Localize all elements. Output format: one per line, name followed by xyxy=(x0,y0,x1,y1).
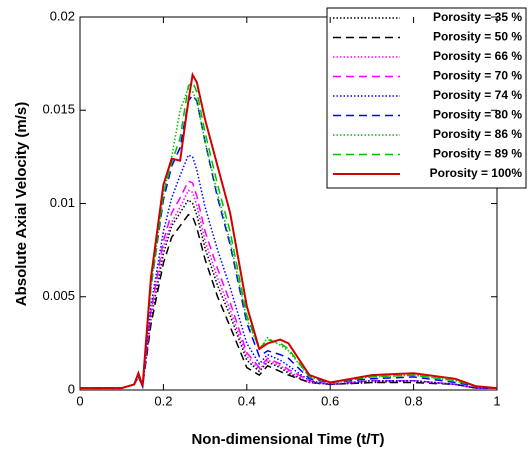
x-tick-label: 1 xyxy=(493,393,500,408)
x-tick-label: 0 xyxy=(76,393,83,408)
legend-label: Porosity = 35 % xyxy=(433,10,522,24)
y-tick-label: 0.005 xyxy=(42,288,75,303)
legend-label: Porosity = 66 % xyxy=(433,49,522,63)
series-line xyxy=(80,71,498,390)
legend-label: Porosity = 80 % xyxy=(433,108,522,122)
legend-label: Porosity = 50 % xyxy=(433,30,522,44)
x-tick-label: 0.6 xyxy=(321,393,339,408)
y-tick-label: 0.015 xyxy=(42,102,75,117)
x-tick-label: 0.2 xyxy=(154,393,172,408)
x-tick-label: 0.4 xyxy=(238,393,256,408)
legend-label: Porosity = 100% xyxy=(430,166,523,180)
legend-label: Porosity = 89 % xyxy=(433,147,522,161)
series-line xyxy=(80,153,497,390)
y-tick-label: 0.01 xyxy=(50,195,75,210)
legend-label: Porosity = 86 % xyxy=(433,127,522,141)
x-axis-label: Non-dimensional Time (t/T) xyxy=(191,431,384,448)
legend-label: Porosity = 74 % xyxy=(433,88,522,102)
y-tick-label: 0 xyxy=(68,381,75,396)
x-tick-label: 0.8 xyxy=(405,393,423,408)
y-tick-label: 0.02 xyxy=(50,8,75,23)
series-line xyxy=(80,198,497,390)
legend-label: Porosity = 70 % xyxy=(433,69,522,83)
y-axis-label: Absolute Axial Velocity (m/s) xyxy=(13,102,30,307)
